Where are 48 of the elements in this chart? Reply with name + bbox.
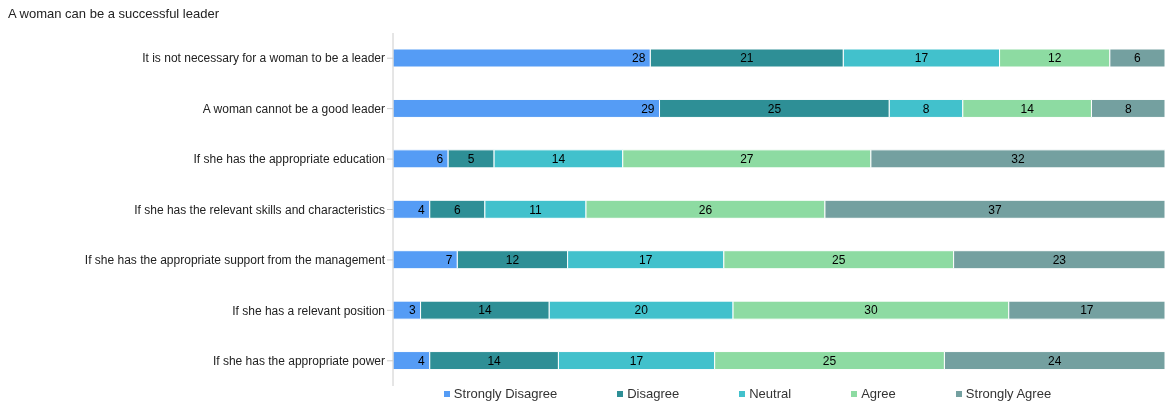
data-label: 5	[467, 152, 475, 167]
data-label: 8	[1124, 101, 1132, 116]
data-label: 14	[478, 303, 492, 318]
data-label: 3	[408, 303, 416, 318]
y-tick-label: If she has the appropriate support from the management	[84, 253, 386, 268]
data-label: 28	[631, 51, 646, 66]
data-label: 6	[453, 202, 461, 217]
data-label: 8	[922, 101, 930, 116]
data-label: 12	[1048, 51, 1062, 66]
data-label: 26	[698, 202, 713, 217]
data-label: 17	[914, 51, 929, 66]
data-label: 7	[445, 252, 453, 267]
legend-label: Disagree	[627, 386, 680, 401]
data-label: 17	[1080, 303, 1094, 318]
data-label: 30	[864, 303, 878, 318]
data-label: 11	[529, 202, 542, 217]
y-tick-label: It is not necessary for a woman to be a leader	[142, 51, 385, 66]
text: A woman can be a successful leader	[8, 6, 220, 21]
data-label: 25	[822, 353, 837, 368]
y-tick-label: A woman cannot be a good leader	[202, 101, 385, 116]
data-label: 25	[832, 252, 846, 267]
data-label: 12	[505, 252, 520, 267]
legend-label: Neutral	[749, 386, 792, 401]
data-label: 6	[436, 152, 444, 167]
data-label: 21	[740, 51, 754, 66]
y-tick-label: If she has the relevant skills and characteristics	[134, 202, 385, 217]
data-label: 27	[740, 152, 754, 167]
legend-label: Agree	[861, 386, 896, 401]
data-label: 14	[551, 152, 566, 167]
data-label: 23	[1052, 252, 1067, 267]
data-label: 17	[639, 252, 653, 267]
legend-label: Strongly Disagree	[453, 386, 558, 401]
data-label: 32	[1011, 152, 1025, 167]
y-tick-label: If she has a relevant position	[232, 303, 385, 318]
data-label: 25	[767, 101, 782, 116]
data-label: 17	[629, 353, 644, 368]
y-tick-label: If she has the appropriate power	[212, 354, 385, 369]
data-label: 20	[634, 303, 649, 318]
data-label: 6	[1134, 51, 1142, 66]
data-label: 29	[641, 101, 655, 116]
data-label: 14	[487, 353, 502, 368]
y-tick-label: If she has the appropriate education	[193, 152, 385, 167]
data-label: 4	[418, 202, 426, 217]
data-label: 24	[1048, 353, 1062, 368]
data-label: 4	[418, 353, 426, 368]
data-label: 14	[1020, 101, 1035, 116]
legend-label: Strongly Agree	[965, 386, 1052, 401]
data-label: 37	[988, 202, 1002, 217]
